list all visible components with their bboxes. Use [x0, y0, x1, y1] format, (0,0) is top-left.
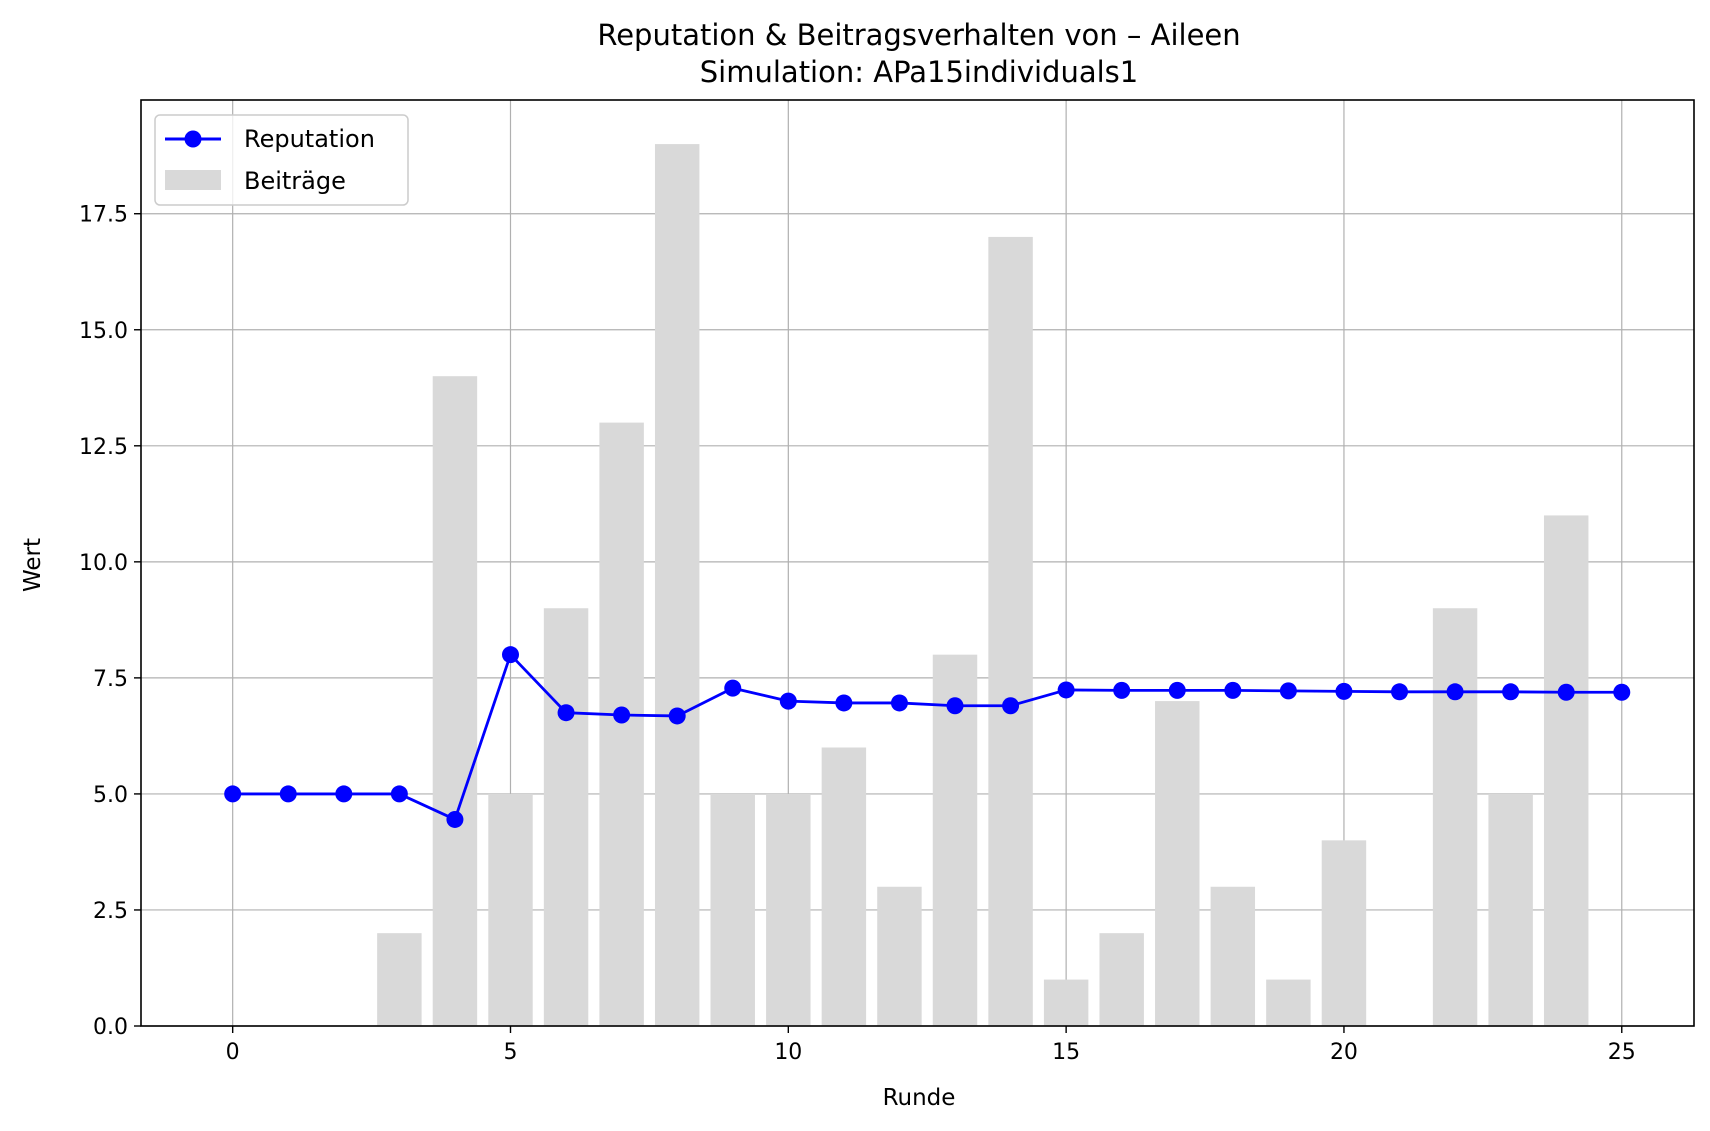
y-tick-label-1: 2.5: [93, 899, 128, 924]
x-tick-label-2: 10: [774, 1040, 802, 1065]
contribution-bar-8: [654, 144, 700, 1027]
reputation-point-8: [668, 707, 686, 725]
reputation-point-23: [1502, 683, 1520, 701]
contribution-bar-12: [877, 886, 922, 1026]
contribution-bar-22: [1432, 608, 1478, 1026]
contribution-bar-4: [432, 376, 478, 1027]
contribution-bars: [377, 144, 1589, 1027]
contribution-bar-5: [488, 793, 533, 1026]
contribution-bar-6: [543, 608, 589, 1026]
reputation-point-18: [1224, 681, 1242, 699]
reputation-point-11: [835, 694, 853, 712]
reputation-point-13: [946, 697, 964, 715]
reputation-point-6: [557, 704, 575, 722]
reputation-point-19: [1279, 682, 1297, 700]
x-tick-label-1: 5: [503, 1040, 517, 1065]
contribution-bar-16: [1099, 933, 1144, 1026]
contribution-bar-15: [1043, 979, 1089, 1026]
reputation-line: [232, 653, 1622, 821]
x-tick-label-5: 25: [1608, 1040, 1636, 1065]
reputation-point-10: [779, 692, 797, 710]
contribution-bar-24: [1543, 515, 1589, 1026]
contribution-bar-10: [766, 793, 811, 1026]
reputation-point-20: [1335, 682, 1353, 700]
plot-frame: [140, 99, 1695, 1027]
y-tick-label-0: 0.0: [93, 1015, 128, 1040]
reputation-point-5: [501, 646, 519, 664]
contribution-bar-11: [821, 747, 867, 1026]
x-tick-label-4: 20: [1330, 1040, 1358, 1065]
reputation-point-4: [446, 810, 464, 828]
chart-legend: Reputation Beiträge: [154, 114, 409, 206]
y-tick-label-6: 15.0: [79, 319, 128, 344]
x-tick-label-3: 15: [1052, 1040, 1080, 1065]
chart-subtitle: Simulation: APa15individuals1: [700, 55, 1138, 89]
legend-reputation-marker-swatch: [184, 130, 202, 148]
chart-axes: 0 5 10 15 20 25 0.0 2.5 5.0 7.5 10.0 12.5 15.0 17.5: [79, 99, 1695, 1065]
reputation-point-3: [390, 785, 408, 803]
reputation-point-14: [1002, 697, 1020, 715]
reputation-point-25: [1613, 683, 1631, 701]
contribution-bar-14: [988, 236, 1033, 1027]
reputation-point-7: [613, 706, 631, 724]
contribution-bar-13: [932, 654, 978, 1026]
contribution-bar-23: [1488, 793, 1533, 1026]
reputation-point-1: [279, 785, 297, 803]
contribution-bar-18: [1210, 886, 1256, 1026]
contribution-bar-3: [377, 933, 422, 1026]
contribution-bar-7: [599, 422, 644, 1026]
reputation-point-12: [890, 694, 908, 712]
reputation-point-17: [1168, 681, 1186, 699]
y-tick-label-3: 7.5: [93, 667, 128, 692]
reputation-point-22: [1446, 683, 1464, 701]
legend-contributions-label: Beiträge: [244, 167, 346, 195]
contribution-bar-20: [1321, 840, 1367, 1026]
y-tick-label-2: 5.0: [93, 783, 128, 808]
y-axis-label: Wert: [20, 538, 46, 592]
y-tick-label-7: 17.5: [79, 203, 128, 228]
x-axis-label: Runde: [883, 1085, 956, 1111]
reputation-point-0: [224, 785, 242, 803]
legend-contributions-swatch: [165, 170, 221, 190]
chart-title: Reputation & Beitragsverhalten von – Ail…: [597, 18, 1240, 52]
reputation-point-15: [1057, 681, 1075, 699]
reputation-point-9: [724, 679, 742, 697]
y-tick-label-4: 10.0: [79, 551, 128, 576]
x-tick-label-0: 0: [226, 1040, 240, 1065]
reputation-point-16: [1113, 681, 1131, 699]
y-tick-label-5: 12.5: [79, 435, 128, 460]
contribution-bar-17: [1155, 701, 1200, 1026]
reputation-point-24: [1557, 683, 1575, 701]
reputation-line-series: [224, 646, 1631, 828]
contribution-bar-19: [1266, 979, 1311, 1026]
reputation-point-21: [1391, 683, 1409, 701]
contribution-bar-9: [710, 793, 755, 1026]
reputation-point-2: [335, 785, 353, 803]
legend-reputation-label: Reputation: [244, 125, 375, 153]
